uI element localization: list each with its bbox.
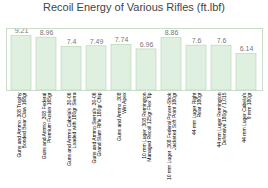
svg-text:Guns and Ammo .308 FederalPrem: Guns and Ammo .308 FederalPremium Fusion… [41, 92, 52, 159]
svg-text:10 mm Luger .308 RemingtonMana: 10 mm Luger .308 RemingtonManaged Recoil… [141, 92, 152, 161]
svg-text:8.96: 8.96 [40, 29, 54, 36]
svg-text:8.86: 8.86 [165, 29, 179, 36]
svg-text:44 mm Luger RemingtonDefensive: 44 mm Luger RemingtonDefensive 180gr / 1… [216, 92, 227, 147]
svg-text:44 mm Luger Cabela's9 mm 180gr: 44 mm Luger Cabela's9 mm 180gr [241, 92, 252, 143]
svg-text:44 mm Luger RightRear 180gr: 44 mm Luger RightRear 180gr [191, 92, 202, 135]
svg-text:7.49: 7.49 [90, 38, 104, 45]
svg-text:10 mm Luger .308 Federal Power: 10 mm Luger .308 Federal Power-ShokJacke… [166, 92, 177, 180]
svg-text:6.14: 6.14 [240, 45, 254, 52]
svg-text:7.74: 7.74 [115, 36, 129, 43]
svg-text:9.21: 9.21 [14, 27, 29, 35]
svg-text:Guns and Ammo .308Win Apex: Guns and Ammo .308Win Apex [116, 92, 127, 141]
svg-text:7.4: 7.4 [67, 38, 77, 45]
html-text:Recoil Energy of Various Rifle: Recoil Energy of Various Rifles (ft.lbf) [43, 1, 225, 13]
svg-text:7.6: 7.6 [192, 37, 202, 44]
svg-text:6.96: 6.96 [140, 41, 154, 48]
svg-text:Guns and Ammo Cabela's .30-06L: Guns and Ammo Cabela's .30-06Loaded with… [66, 92, 77, 166]
svg-text:Guns and Ammo Sierra's .30-06G: Guns and Ammo Sierra's .30-06Grand Slam … [91, 92, 102, 163]
svg-text:7.6: 7.6 [217, 37, 227, 44]
svg-text:Guns and Ammo .308 TrophyBonde: Guns and Ammo .308 TrophyBonded Bear Cla… [16, 92, 27, 158]
